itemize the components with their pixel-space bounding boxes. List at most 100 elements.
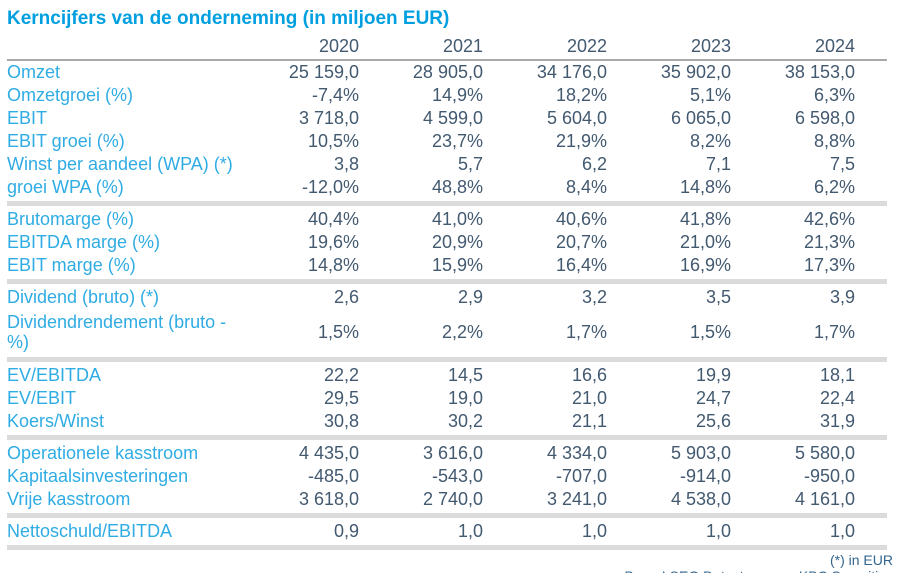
metric-label: Vrije kasstroom xyxy=(7,489,131,509)
metric-value: 1,0 xyxy=(705,521,731,541)
metric-label: EBIT marge (%) xyxy=(7,255,136,275)
metric-value: 25,6 xyxy=(695,411,731,431)
metric-value: 40,4% xyxy=(307,209,359,229)
year-column-header: 2022 xyxy=(566,36,607,56)
metric-value: 19,0 xyxy=(447,388,483,408)
metric-value: 21,3% xyxy=(803,232,855,252)
metric-value: -7,4% xyxy=(311,85,359,105)
metric-value: 6,2% xyxy=(813,177,855,197)
metric-value: 0,9 xyxy=(333,521,359,541)
metric-value: 18,1 xyxy=(819,365,855,385)
metric-value: 40,6% xyxy=(555,209,607,229)
metric-value: 1,5% xyxy=(317,321,359,342)
metric-label: Dividend (bruto) (*) xyxy=(7,287,160,307)
section-separator xyxy=(7,545,887,550)
metric-value: 1,0 xyxy=(457,521,483,541)
metric-value: 3,2 xyxy=(581,287,607,307)
table-row: EV/EBIT 29,5 19,0 21,0 24,7 22,4 xyxy=(7,387,887,410)
metric-value: 3,5 xyxy=(705,287,731,307)
metric-value: 31,9 xyxy=(819,411,855,431)
metric-value: 6,3% xyxy=(813,85,855,105)
metric-value: 3,8 xyxy=(333,154,359,174)
source-line: Bron: LSEG Datastream en KBC Securities xyxy=(7,568,893,573)
table-footer: (*) in EUR Bron: LSEG Datastream en KBC … xyxy=(7,552,893,573)
year-column-header: 2021 xyxy=(442,36,483,56)
metric-label: EBIT xyxy=(7,108,48,128)
metric-value: 21,1 xyxy=(571,411,607,431)
metric-value: 30,2 xyxy=(447,411,483,431)
metric-value: 1,7% xyxy=(813,321,855,342)
metric-value: 5,7 xyxy=(457,154,483,174)
metric-value: 24,7 xyxy=(695,388,731,408)
header-divider xyxy=(7,59,887,61)
metric-value: 3 241,0 xyxy=(546,489,607,509)
metric-value: 3 618,0 xyxy=(298,489,359,509)
table-row: Dividendrendement (bruto - %) 1,5% 2,2% 1,7… xyxy=(7,309,887,355)
metric-value: 34 176,0 xyxy=(536,62,607,82)
metric-label: groei WPA (%) xyxy=(7,177,124,197)
metric-label: Nettoschuld/EBITDA xyxy=(7,521,173,541)
page-title: Kerncijfers van de onderneming (in miljo… xyxy=(7,8,450,29)
metric-label: Operationele kasstroom xyxy=(7,443,199,463)
metric-value: 1,0 xyxy=(829,521,855,541)
table-row: groei WPA (%) -12,0% 48,8% 8,4% 14,8% 6,2% xyxy=(7,176,887,199)
metric-value: 6 598,0 xyxy=(794,108,855,128)
metric-label: EV/EBITDA xyxy=(7,365,102,385)
metric-value: 28 905,0 xyxy=(412,62,483,82)
metric-label: Kapitaalsinvesteringen xyxy=(7,466,189,486)
metric-value: 19,6% xyxy=(307,232,359,252)
section-separator xyxy=(7,435,887,440)
metric-value: -950,0 xyxy=(803,466,855,486)
metric-value: 7,1 xyxy=(705,154,731,174)
metric-value: 1,5% xyxy=(689,321,731,342)
metric-value: 3,9 xyxy=(829,287,855,307)
table-row: Brutomarge (%) 40,4% 41,0% 40,6% 41,8% 42,6% xyxy=(7,208,887,231)
metric-value: -914,0 xyxy=(679,466,731,486)
metric-value: 2 740,0 xyxy=(422,489,483,509)
metric-value: 17,3% xyxy=(803,255,855,275)
metric-value: 15,9% xyxy=(431,255,483,275)
metric-label: Omzetgroei (%) xyxy=(7,85,134,105)
metric-value: 8,4% xyxy=(565,177,607,197)
metric-value: 23,7% xyxy=(431,131,483,151)
table-row: EBIT marge (%) 14,8% 15,9% 16,4% 16,9% 17,3% xyxy=(7,254,887,277)
metric-value: -543,0 xyxy=(431,466,483,486)
metric-value: 5 580,0 xyxy=(794,443,855,463)
metric-value: 19,9 xyxy=(695,365,731,385)
metric-label: Omzet xyxy=(7,62,61,82)
metric-value: 2,6 xyxy=(333,287,359,307)
metric-value: 4 334,0 xyxy=(546,443,607,463)
metric-label: Dividendrendement (bruto - %) xyxy=(7,312,227,352)
metric-value: 2,2% xyxy=(441,321,483,342)
metric-value: 14,8% xyxy=(307,255,359,275)
metric-value: 3 616,0 xyxy=(422,443,483,463)
table-row: Kapitaalsinvesteringen -485,0 -543,0 -707,0… xyxy=(7,465,887,488)
metric-value: 16,6 xyxy=(571,365,607,385)
metric-value: 29,5 xyxy=(323,388,359,408)
metric-value: -707,0 xyxy=(555,466,607,486)
metric-value: 16,9% xyxy=(679,255,731,275)
table-row: EV/EBITDA 22,2 14,5 16,6 19,9 18,1 xyxy=(7,364,887,387)
metric-value: 21,0% xyxy=(679,232,731,252)
year-header-row: 2020 2021 2022 2023 2024 xyxy=(7,36,887,59)
metric-label: EBITDA marge (%) xyxy=(7,232,161,252)
table-row: Koers/Winst 30,8 30,2 21,1 25,6 31,9 xyxy=(7,410,887,433)
metric-value: 2,9 xyxy=(457,287,483,307)
section-separator xyxy=(7,513,887,518)
table-row: Omzet 25 159,0 28 905,0 34 176,0 35 902,0 38 … xyxy=(7,61,887,84)
metric-value: 6 065,0 xyxy=(670,108,731,128)
table-row: Omzetgroei (%) -7,4% 14,9% 18,2% 5,1% 6,3% xyxy=(7,84,887,107)
section-separator xyxy=(7,279,887,284)
metric-value: 35 902,0 xyxy=(660,62,731,82)
metric-value: 22,2 xyxy=(323,365,359,385)
metric-label: Brutomarge (%) xyxy=(7,209,135,229)
metric-value: 42,6% xyxy=(803,209,855,229)
metric-value: 21,0 xyxy=(571,388,607,408)
table-row: Vrije kasstroom 3 618,0 2 740,0 3 241,0 4 53… xyxy=(7,488,887,511)
metric-label: EBIT groei (%) xyxy=(7,131,125,151)
section-separator xyxy=(7,357,887,362)
metric-value: 1,0 xyxy=(581,521,607,541)
metric-value: -12,0% xyxy=(301,177,359,197)
metric-value: 20,7% xyxy=(555,232,607,252)
year-column-header: 2024 xyxy=(814,36,855,56)
